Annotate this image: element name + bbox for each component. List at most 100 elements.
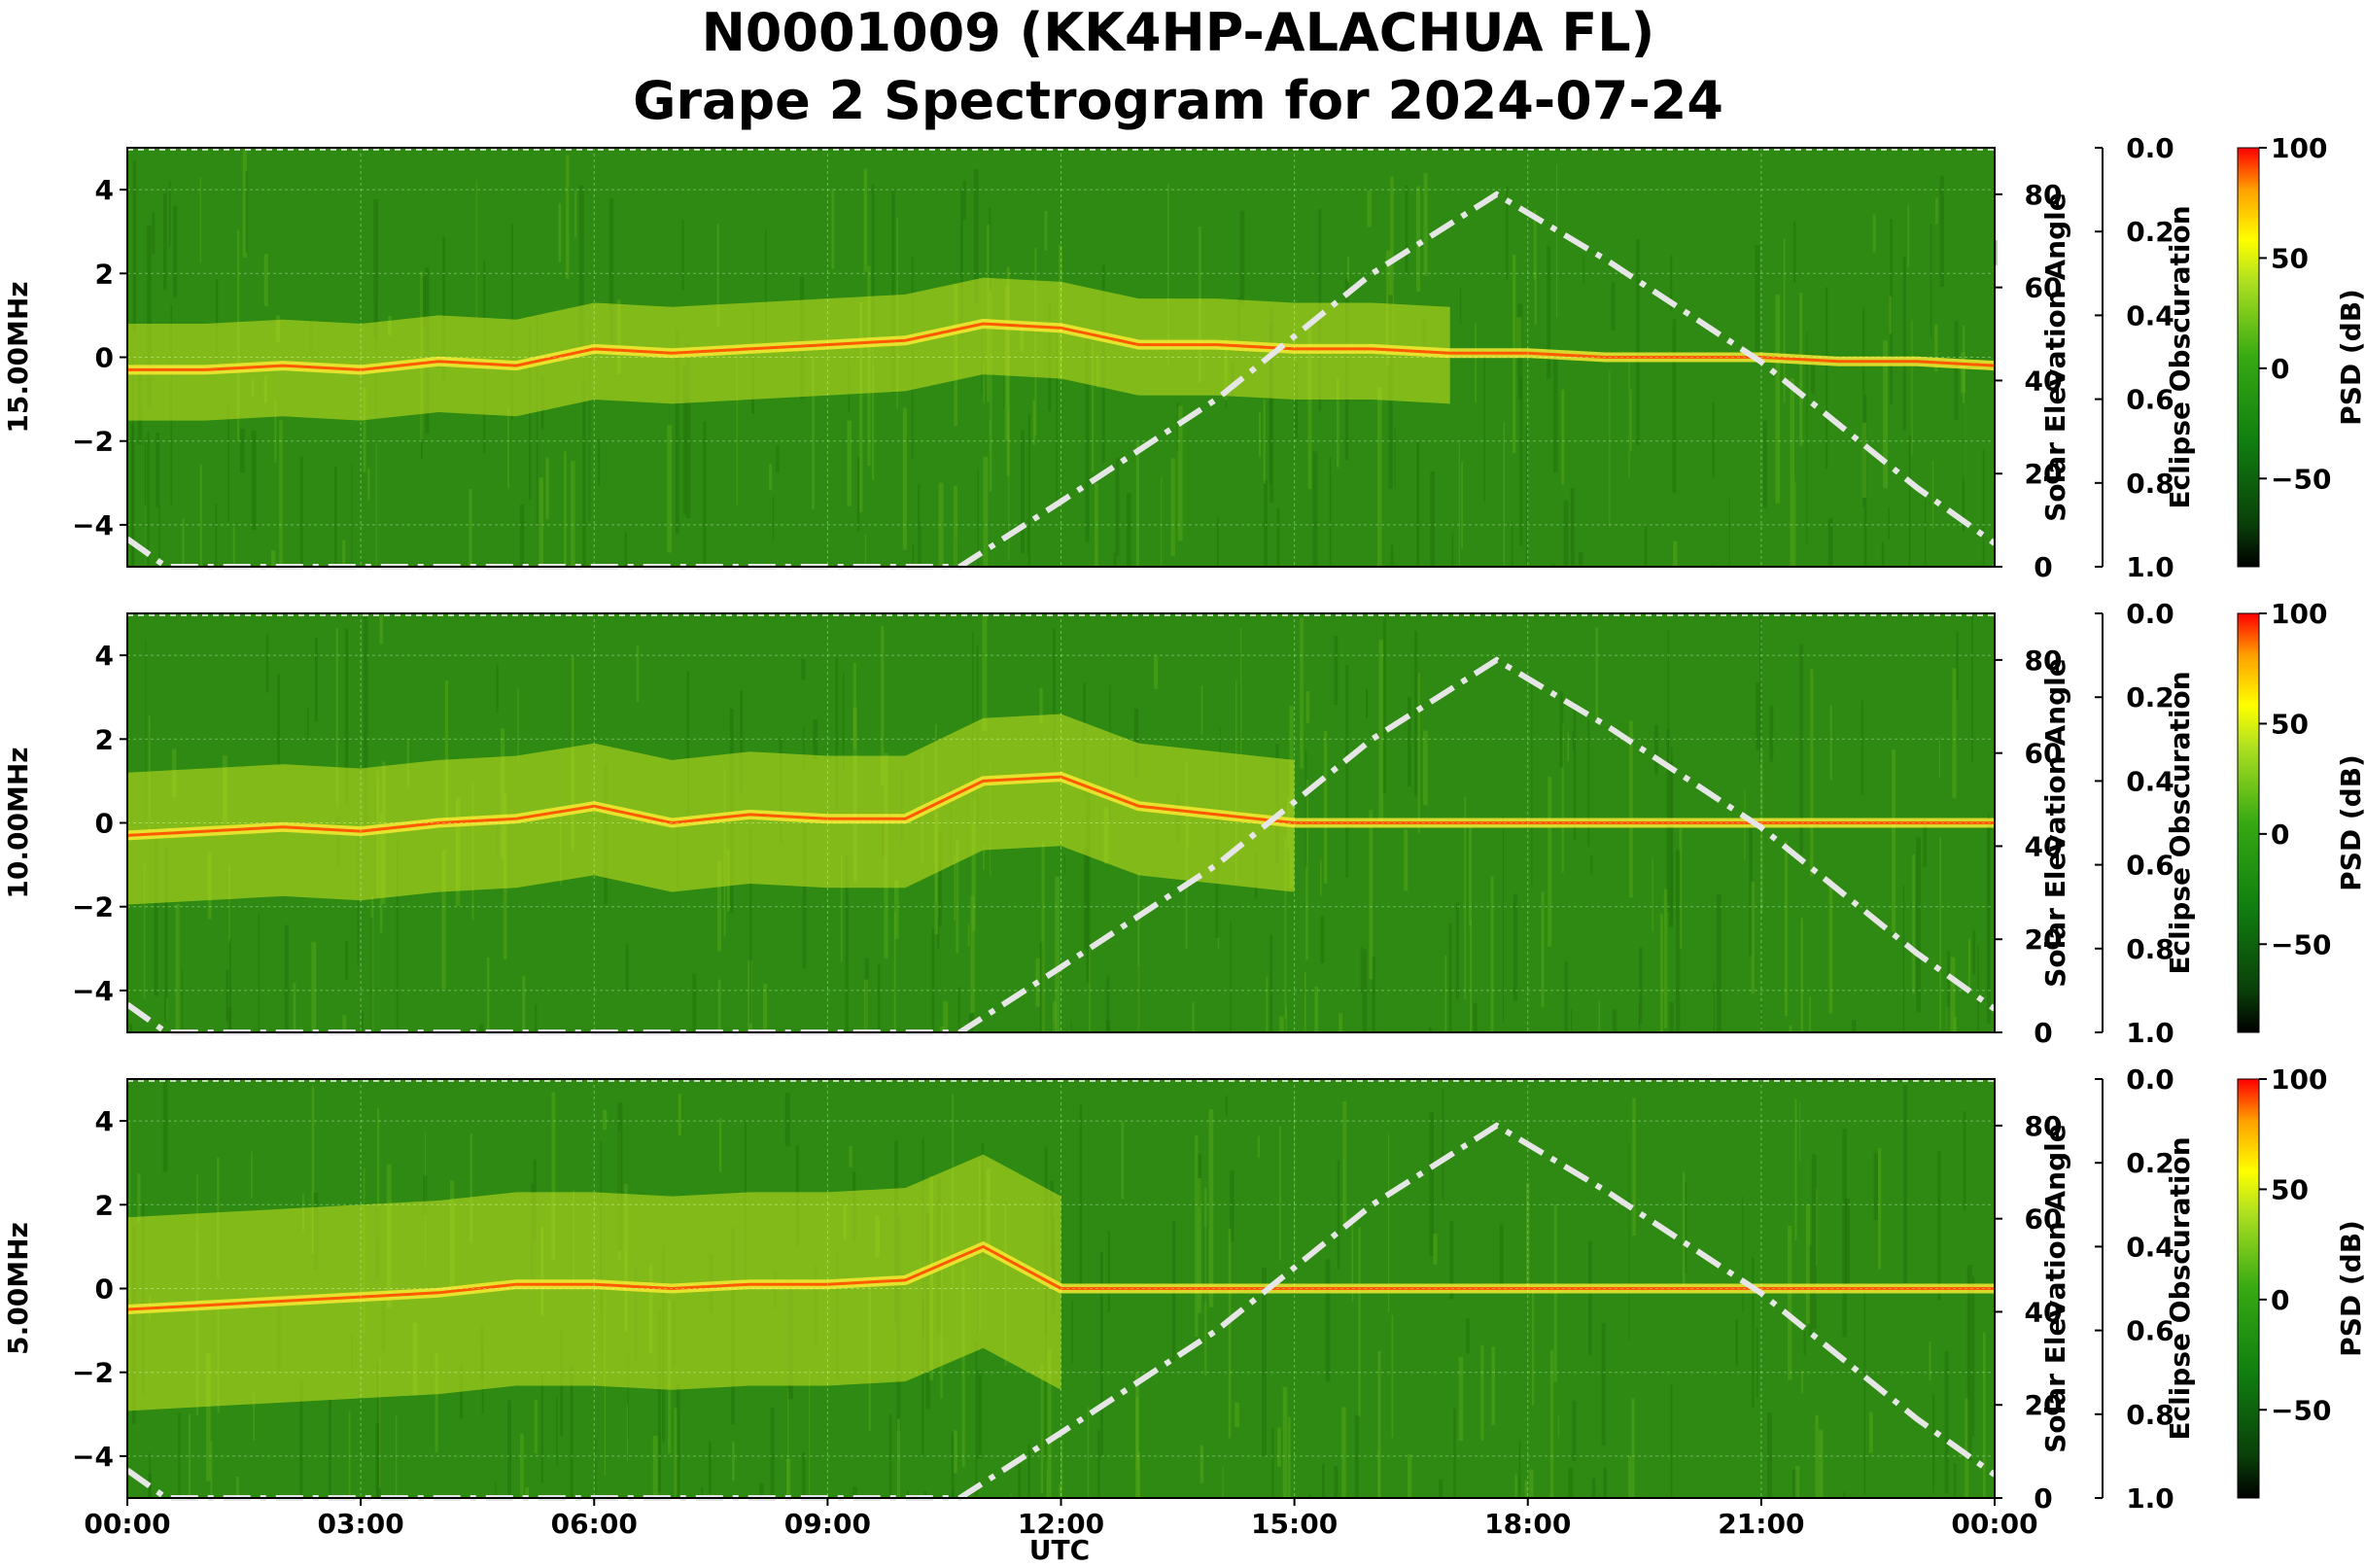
texture-streak: [149, 1452, 152, 1498]
eclipse-axis-label: Eclipse Obscuration: [2164, 1136, 2196, 1440]
eclipse-tick-label: 0.2: [2126, 681, 2174, 714]
texture-streak: [1451, 533, 1454, 567]
x-tick-label: 03:00: [318, 1508, 404, 1540]
elevation-axis-label: Solar Elevation Angle: [2039, 658, 2071, 987]
texture-streak: [674, 1408, 678, 1498]
colorbar-tick-label: −50: [2271, 463, 2331, 495]
texture-streak: [1587, 719, 1590, 847]
texture-streak: [1811, 1154, 1817, 1330]
texture-streak: [479, 1024, 484, 1032]
texture-streak: [954, 854, 956, 922]
texture-streak: [1582, 254, 1584, 283]
texture-streak: [1609, 370, 1611, 528]
texture-streak: [1464, 797, 1467, 999]
texture-streak: [1563, 500, 1569, 567]
texture-streak: [732, 1442, 735, 1481]
texture-streak: [1589, 854, 1593, 875]
texture-streak: [598, 438, 601, 486]
texture-streak: [1953, 1017, 1957, 1032]
texture-streak: [1390, 544, 1394, 567]
texture-streak: [1912, 854, 1915, 993]
texture-streak: [1572, 1400, 1577, 1461]
texture-streak: [1429, 1028, 1432, 1032]
texture-streak: [1892, 749, 1896, 932]
texture-streak: [1266, 976, 1269, 1032]
texture-streak: [1376, 387, 1382, 567]
texture-streak: [226, 969, 229, 1032]
texture-streak: [375, 417, 377, 567]
texture-streak: [1911, 319, 1913, 455]
psd-colorbar: [2237, 612, 2260, 1033]
texture-streak: [1106, 976, 1110, 1032]
texture-streak: [131, 355, 134, 567]
texture-streak: [871, 183, 875, 368]
texture-streak: [595, 1438, 597, 1498]
texture-streak: [1950, 957, 1956, 1032]
texture-streak: [1470, 920, 1473, 1032]
texture-streak: [1351, 1221, 1354, 1303]
texture-streak: [717, 979, 721, 1032]
texture-streak: [525, 1487, 530, 1498]
texture-streak: [1673, 540, 1678, 567]
texture-streak: [1798, 293, 1803, 446]
texture-streak: [769, 464, 773, 491]
texture-streak: [1799, 1102, 1801, 1162]
texture-streak: [1547, 245, 1551, 379]
texture-streak: [802, 814, 807, 969]
texture-streak: [1337, 1160, 1340, 1270]
texture-streak: [1390, 176, 1394, 360]
texture-streak: [1394, 427, 1396, 487]
texture-streak: [1491, 1346, 1496, 1426]
texture-streak: [1170, 458, 1175, 556]
texture-streak: [1204, 1187, 1207, 1376]
texture-streak: [1749, 823, 1753, 957]
texture-streak: [1873, 1153, 1879, 1220]
texture-streak: [863, 979, 869, 1032]
texture-streak: [395, 1414, 398, 1498]
doppler-tick-label: 2: [95, 258, 114, 290]
texture-streak: [956, 839, 959, 954]
texture-streak: [1716, 894, 1722, 1032]
texture-streak: [240, 429, 245, 473]
texture-streak: [168, 181, 171, 247]
texture-streak: [1061, 1440, 1063, 1498]
texture-streak: [1032, 400, 1036, 445]
texture-streak: [1561, 723, 1564, 873]
texture-streak: [1121, 1121, 1125, 1200]
texture-streak: [896, 1418, 900, 1498]
texture-streak: [1195, 1134, 1199, 1338]
texture-streak: [1284, 837, 1287, 1019]
texture-streak: [1483, 357, 1485, 503]
texture-streak: [1752, 1257, 1755, 1409]
texture-streak: [1872, 214, 1876, 253]
texture-streak: [441, 850, 446, 990]
doppler-trace: [126, 775, 1995, 837]
texture-streak: [1557, 1414, 1559, 1438]
texture-streak: [1442, 1088, 1444, 1200]
texture-streak: [1222, 1467, 1224, 1498]
texture-streak: [1963, 325, 1965, 480]
texture-streak: [1571, 1009, 1573, 1032]
elevation-tick-label: 80: [2025, 1110, 2063, 1142]
texture-streak: [1137, 1451, 1141, 1498]
texture-streak: [189, 1413, 191, 1498]
doppler-tick-label: −4: [72, 975, 114, 1007]
texture-streak: [801, 658, 806, 680]
texture-streak: [1934, 324, 1938, 372]
texture-streak: [1321, 1463, 1325, 1498]
texture-streak: [1416, 441, 1420, 567]
texture-streak: [603, 1109, 608, 1131]
texture-streak: [470, 1132, 473, 1242]
texture-streak: [1197, 1154, 1201, 1208]
texture-streak: [1068, 1029, 1071, 1032]
texture-streak: [1842, 1129, 1847, 1338]
texture-streak: [1055, 876, 1061, 1032]
doppler-tick-label: 0: [95, 342, 114, 374]
texture-streak: [442, 237, 445, 382]
texture-streak: [227, 1007, 232, 1032]
texture-streak: [1930, 224, 1932, 337]
texture-streak: [881, 626, 885, 786]
